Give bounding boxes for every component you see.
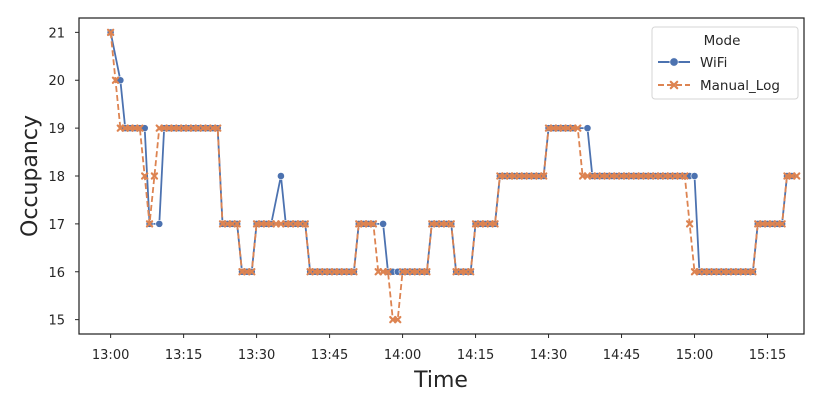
data-point-manual-log: [539, 172, 548, 180]
data-point-manual-log: [423, 268, 431, 276]
data-point-manual-log: [150, 172, 159, 180]
data-point-manual-log: [301, 220, 309, 228]
y-tick-label: 21: [48, 26, 65, 41]
data-point-manual-log: [106, 28, 115, 37]
data-point-manual-log: [145, 220, 154, 228]
data-point-wifi: [277, 172, 285, 180]
data-point-manual-log: [447, 220, 455, 228]
data-point-manual-log: [136, 124, 144, 132]
y-tick-label: 16: [48, 266, 65, 281]
x-tick-label: 14:00: [384, 348, 421, 363]
data-point-manual-log: [350, 268, 358, 276]
data-point-manual-log: [491, 220, 499, 228]
data-point-manual-log: [778, 220, 786, 228]
data-point-manual-log: [111, 76, 120, 84]
legend-x-glyph: [669, 80, 679, 90]
data-point-manual-log: [574, 124, 582, 132]
data-point-wifi: [583, 124, 592, 133]
x-tick-label: 14:45: [603, 348, 640, 363]
x-tick-label: 15:15: [749, 348, 786, 363]
y-axis-ticks: 15 16 17 18 19 20 21: [48, 26, 79, 329]
series-markers-manual-log: [106, 28, 801, 324]
data-point-manual-log: [466, 268, 475, 276]
x-axis-ticks: 13:00 13:15 13:30 13:45 14:00 14:15 14:30 14:45…: [92, 334, 786, 363]
series-layer: [106, 28, 801, 324]
legend-box: [651, 26, 799, 100]
y-tick-label: 15: [48, 314, 65, 329]
data-point-wifi: [155, 219, 164, 228]
data-point-manual-log: [140, 172, 149, 180]
data-point-manual-log: [681, 172, 689, 180]
x-tick-label: 13:00: [92, 348, 129, 363]
legend-manual-log-marker: [669, 80, 679, 90]
legend-title: Mode: [704, 33, 741, 49]
x-tick-label: 13:30: [238, 348, 275, 363]
data-point-manual-log: [394, 315, 402, 324]
x-tick-label: 14:30: [530, 348, 567, 363]
y-tick-label: 17: [48, 218, 65, 233]
y-tick-label: 19: [48, 122, 65, 137]
data-point-manual-log: [685, 220, 694, 228]
data-point-manual-log: [369, 220, 378, 228]
y-tick-label: 20: [48, 74, 65, 89]
legend: Mode WiFi Manual_Log: [651, 26, 799, 100]
x-tick-label: 14:15: [457, 348, 494, 363]
data-point-manual-log: [793, 172, 801, 180]
data-point-manual-log: [248, 268, 256, 276]
y-tick-label: 18: [48, 170, 65, 185]
x-axis-title: Time: [413, 368, 468, 393]
data-point-manual-log: [213, 124, 222, 132]
data-point-manual-log: [384, 268, 392, 276]
data-point-manual-log: [233, 220, 241, 228]
data-point-wifi: [690, 172, 699, 180]
data-point-manual-log: [749, 268, 757, 276]
y-axis-title: Occupancy: [18, 115, 43, 237]
x-tick-label: 13:45: [311, 348, 348, 363]
x-tick-label: 13:15: [165, 348, 202, 363]
legend-wifi-label: WiFi: [700, 55, 727, 71]
x-tick-label: 15:00: [676, 348, 713, 363]
series-line-manual-log: [109, 32, 797, 321]
legend-wifi-marker: [669, 57, 679, 67]
legend-manual-log-label: Manual_Log: [700, 78, 780, 94]
data-point-wifi: [379, 219, 388, 228]
